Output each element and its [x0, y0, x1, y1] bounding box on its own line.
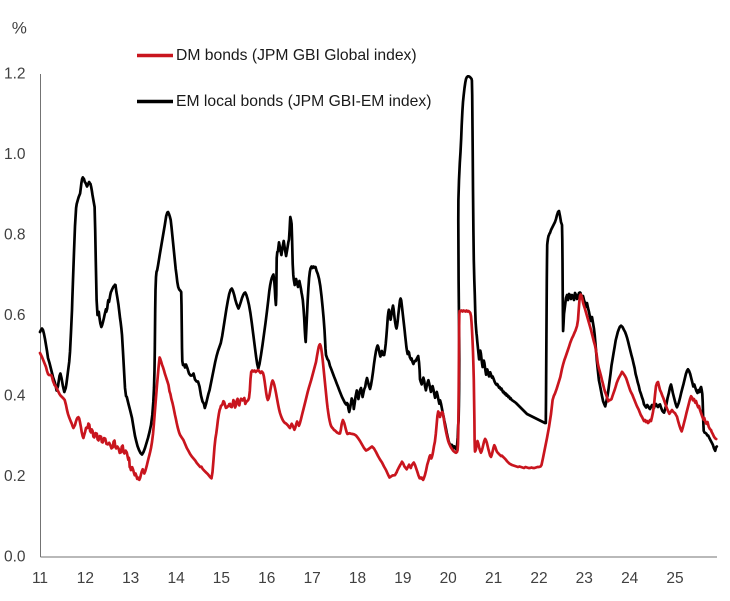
svg-text:1.0: 1.0 — [4, 146, 26, 163]
svg-text:18: 18 — [349, 570, 366, 587]
svg-text:25: 25 — [666, 570, 683, 587]
svg-text:24: 24 — [621, 570, 639, 587]
svg-text:22: 22 — [530, 570, 547, 587]
svg-text:14: 14 — [167, 570, 185, 587]
svg-text:15: 15 — [213, 570, 230, 587]
svg-text:0.6: 0.6 — [4, 307, 26, 324]
svg-text:0.4: 0.4 — [4, 388, 26, 405]
svg-text:DM bonds (JPM GBI Global index: DM bonds (JPM GBI Global index) — [176, 47, 417, 64]
svg-text:EM local bonds (JPM GBI-EM ind: EM local bonds (JPM GBI-EM index) — [176, 93, 431, 110]
svg-text:11: 11 — [32, 570, 48, 587]
svg-text:0.2: 0.2 — [4, 468, 26, 485]
svg-text:12: 12 — [77, 570, 94, 587]
svg-text:20: 20 — [440, 570, 458, 587]
svg-text:23: 23 — [576, 570, 593, 587]
svg-text:21: 21 — [485, 570, 502, 587]
svg-text:1.2: 1.2 — [4, 66, 26, 83]
svg-text:13: 13 — [122, 570, 139, 587]
svg-text:0.8: 0.8 — [4, 227, 26, 244]
svg-text:19: 19 — [394, 570, 411, 587]
svg-text:0.0: 0.0 — [4, 549, 26, 566]
svg-text:%: % — [12, 19, 27, 38]
svg-text:16: 16 — [258, 570, 275, 587]
svg-text:17: 17 — [304, 570, 321, 587]
